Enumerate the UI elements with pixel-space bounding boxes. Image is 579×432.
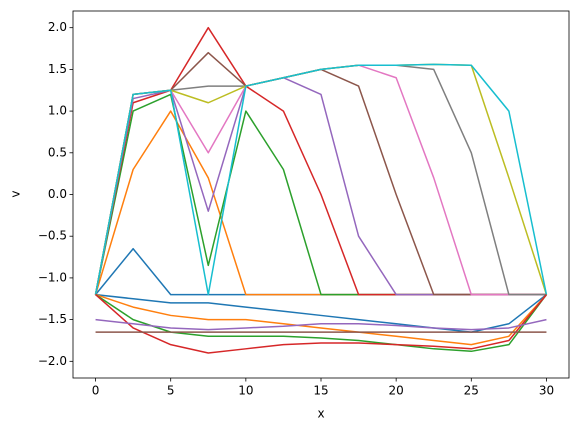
data-line [94,247,547,296]
x-tick-label: 25 [464,384,479,398]
y-axis-label: v [9,190,23,197]
x-tick-label: 10 [238,384,253,398]
data-line [94,110,547,296]
y-tick-label: −0.5 [38,229,67,243]
y-tick-label: 1.5 [48,62,67,76]
x-tick-label: 15 [313,384,328,398]
y-tick-label: 1.0 [48,104,67,118]
x-tick-label: 30 [539,384,554,398]
y-tick-label: −2.0 [38,354,67,368]
y-tick-label: −1.0 [38,270,67,284]
data-line [94,26,547,296]
x-tick-label: 0 [92,384,100,398]
y-tick-label: 2.0 [48,20,67,34]
data-line [95,294,548,354]
y-tick-label: 0.0 [48,187,67,201]
y-tick-label: 0.5 [48,145,67,159]
data-line [94,76,547,296]
x-tick-label: 20 [389,384,404,398]
data-line [95,318,547,331]
x-axis-label: x [317,407,324,421]
data-line [94,63,548,296]
x-tick-label: 5 [167,384,175,398]
y-tick-label: −1.5 [38,312,67,326]
data-line [94,64,547,296]
data-line [95,293,548,346]
